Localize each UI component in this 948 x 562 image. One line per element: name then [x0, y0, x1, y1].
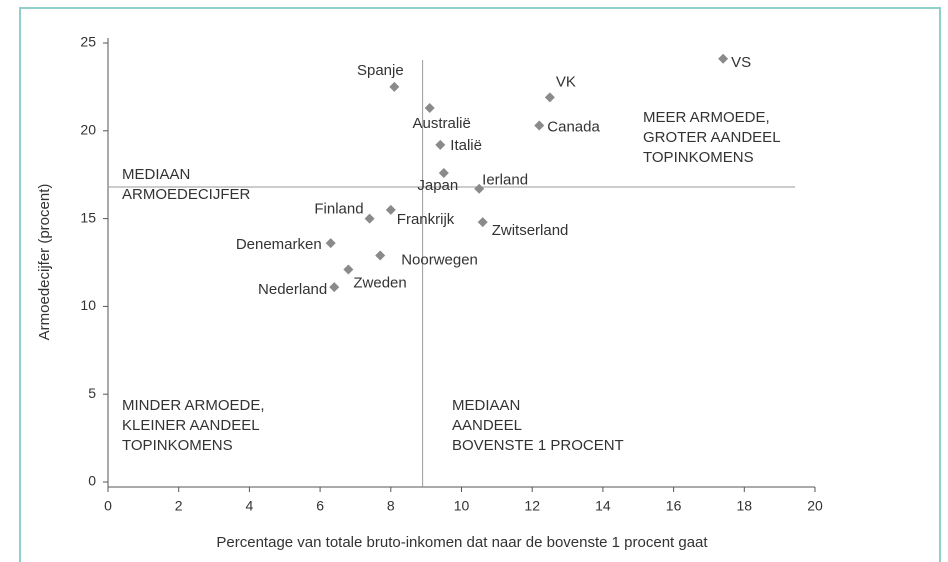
x-tick-label: 2 — [175, 498, 183, 514]
annotation: MEDIAAN — [122, 166, 190, 183]
point — [544, 92, 555, 103]
point-label: Finland — [314, 201, 363, 218]
point-label: VK — [556, 73, 576, 90]
y-tick-label: 5 — [88, 385, 96, 401]
x-tick-label: 4 — [246, 498, 254, 514]
point — [435, 139, 446, 150]
y-axis-label: Armoedecijfer (procent) — [36, 184, 53, 341]
point-label: Australië — [413, 115, 471, 132]
point — [329, 282, 340, 293]
point — [375, 250, 386, 261]
point-label: Spanje — [357, 62, 404, 79]
annotation: GROTER AANDEEL — [643, 129, 781, 146]
annotation: TOPINKOMENS — [122, 437, 233, 454]
annotation: MINDER ARMOEDE, — [122, 397, 265, 414]
x-tick-label: 18 — [737, 498, 753, 514]
x-tick-label: 14 — [595, 498, 611, 514]
point-label: Noorwegen — [401, 251, 478, 268]
frame — [19, 7, 941, 562]
point-label: Frankrijk — [397, 211, 455, 228]
x-tick-label: 20 — [807, 498, 823, 514]
point — [474, 183, 485, 194]
point-label: Japan — [417, 177, 458, 194]
point — [438, 167, 449, 178]
point-label: Zweden — [353, 274, 406, 291]
point-label: Nederland — [258, 281, 327, 298]
point — [389, 81, 400, 92]
point-label: Denemarken — [236, 236, 322, 253]
point — [718, 53, 729, 64]
point — [325, 238, 336, 249]
x-tick-label: 6 — [316, 498, 324, 514]
point — [364, 213, 375, 224]
annotation: BOVENSTE 1 PROCENT — [452, 437, 624, 454]
point-label: Ierland — [482, 172, 528, 189]
annotation: MEER ARMOEDE, — [643, 109, 770, 126]
y-tick-label: 10 — [80, 297, 96, 313]
y-tick-label: 25 — [80, 34, 96, 50]
annotation: MEDIAAN — [452, 397, 520, 414]
x-tick-label: 16 — [666, 498, 682, 514]
point — [385, 204, 396, 215]
point-label: Zwitserland — [492, 222, 569, 239]
annotation: KLEINER AANDEEL — [122, 417, 260, 434]
point — [477, 217, 488, 228]
x-tick-label: 10 — [454, 498, 470, 514]
y-tick-label: 20 — [80, 122, 96, 138]
annotation: TOPINKOMENS — [643, 149, 754, 166]
x-axis-label: Percentage van totale bruto-inkomen dat … — [216, 534, 708, 551]
point — [424, 102, 435, 113]
x-tick-label: 8 — [387, 498, 395, 514]
x-tick-label: 0 — [104, 498, 112, 514]
point — [343, 264, 354, 275]
y-tick-label: 0 — [88, 473, 96, 489]
annotation: ARMOEDECIJFER — [122, 186, 251, 203]
point-label: VS — [731, 54, 751, 71]
y-tick-label: 15 — [80, 209, 96, 225]
annotation: AANDEEL — [452, 417, 522, 434]
x-tick-label: 12 — [524, 498, 540, 514]
point-label: Italië — [450, 137, 482, 154]
point — [534, 120, 545, 131]
point-label: Canada — [547, 119, 600, 136]
